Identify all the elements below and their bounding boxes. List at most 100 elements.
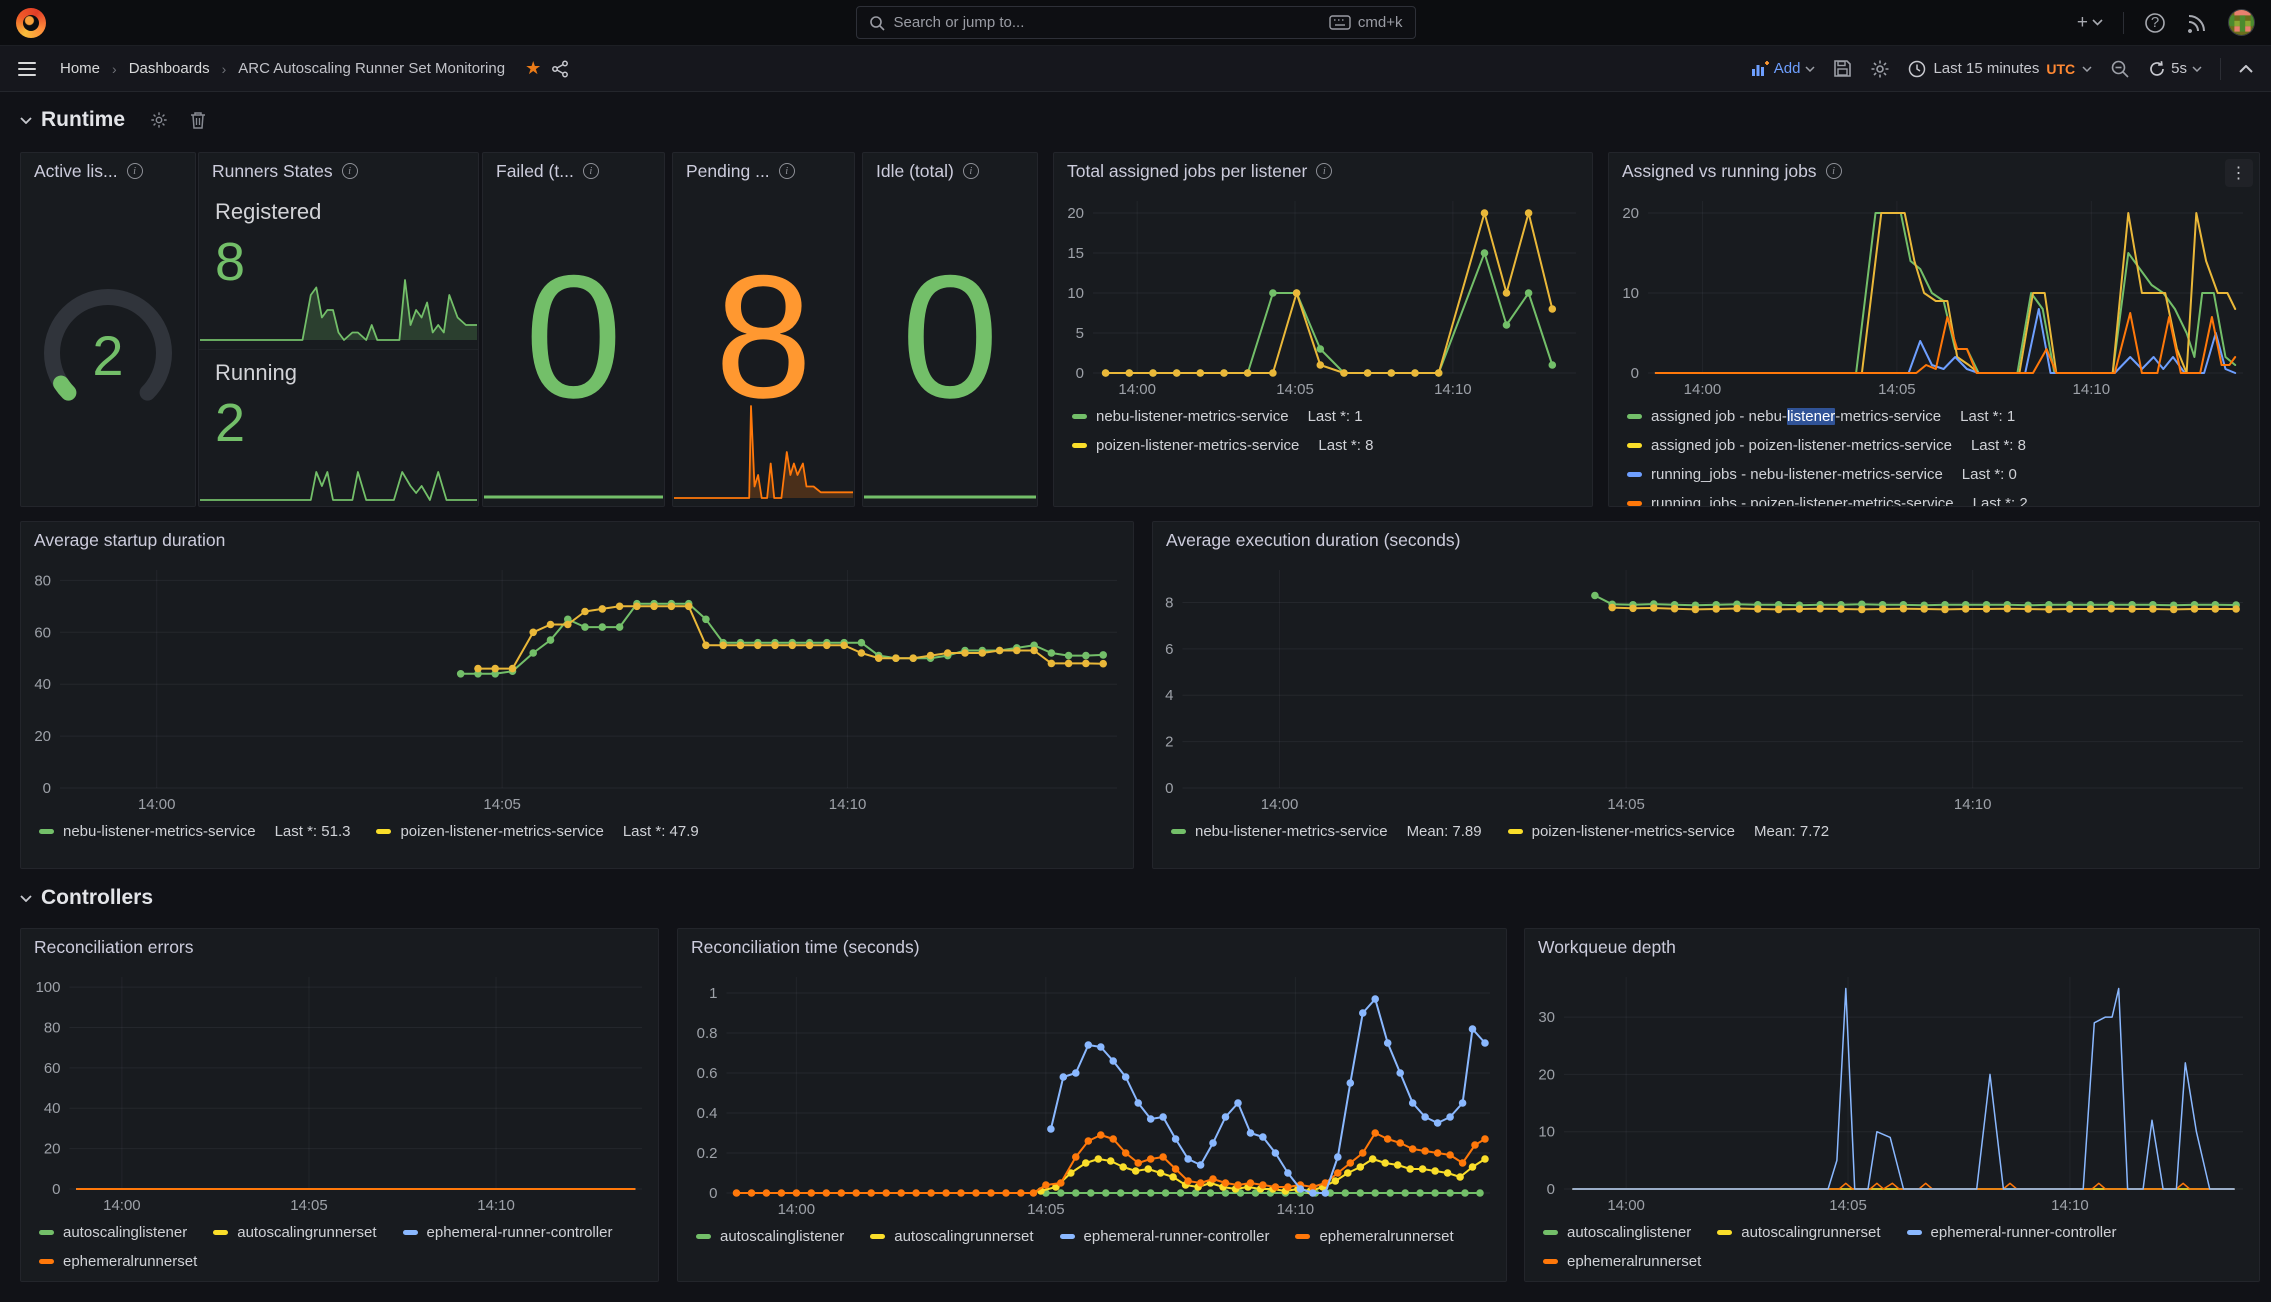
- chart-plot-area[interactable]: 14:00 14:05 14:10 0 10 20 30: [1525, 965, 2259, 1217]
- save-dashboard-icon[interactable]: [1833, 59, 1852, 78]
- chart-plot-area[interactable]: 14:00 14:05 14:10 0 10 20: [1609, 189, 2259, 401]
- dashboard-settings-icon[interactable]: [1870, 59, 1890, 79]
- panel-header[interactable]: Runners States i: [199, 153, 478, 189]
- user-avatar[interactable]: [2228, 9, 2255, 36]
- panel-header[interactable]: Reconciliation errors: [21, 929, 658, 965]
- panel-header[interactable]: Average execution duration (seconds): [1153, 522, 2259, 558]
- legend-item[interactable]: ephemeral-runner-controller: [402, 1221, 612, 1244]
- legend-value: Last *: 47.9: [622, 823, 699, 840]
- chart-plot-area[interactable]: 14:00 14:05 14:10 0 20 40 60 80: [21, 558, 1133, 816]
- svg-text:80: 80: [44, 1019, 61, 1036]
- panel-header[interactable]: Total assigned jobs per listener i: [1054, 153, 1592, 189]
- panel-header[interactable]: Assigned vs running jobs i: [1609, 153, 2259, 189]
- breadcrumb-dashboards[interactable]: Dashboards: [128, 60, 210, 77]
- legend-item[interactable]: autoscalingrunnerset: [213, 1221, 377, 1244]
- new-button[interactable]: +: [2077, 12, 2103, 34]
- panel-header[interactable]: Active lis... i: [21, 153, 195, 189]
- legend-label: poizen-listener-metrics-service: [1531, 823, 1736, 840]
- divider: [2123, 11, 2124, 34]
- svg-text:14:05: 14:05: [1276, 381, 1314, 398]
- menu-toggle-icon[interactable]: [18, 61, 36, 76]
- legend-item[interactable]: assigned job - nebu-listener-metrics-ser…: [1627, 405, 2241, 428]
- legend-item[interactable]: ephemeral-runner-controller: [1059, 1225, 1269, 1248]
- chart-legend: autoscalinglistener autoscalingrunnerset e…: [1525, 1217, 2259, 1273]
- legend-item[interactable]: nebu-listener-metrics-service Last *: 1: [1072, 405, 1574, 428]
- chart-plot-area[interactable]: 14:00 14:05 14:10 0 2 4 6 8: [1153, 558, 2259, 816]
- refresh-interval-label: 5s: [2171, 60, 2187, 77]
- legend-item[interactable]: nebu-listener-metrics-service Mean: 7.89: [1171, 820, 1482, 843]
- series-color-chip: [1295, 1234, 1311, 1239]
- legend-item[interactable]: poizen-listener-metrics-service Last *: 4…: [376, 820, 699, 843]
- dashboard-canvas: Runtime Active lis... i 2 Runners States…: [0, 92, 2271, 1302]
- legend-item[interactable]: ephemeralrunnerset: [1543, 1250, 1701, 1273]
- info-icon[interactable]: i: [1316, 163, 1333, 179]
- info-icon[interactable]: i: [126, 163, 143, 179]
- svg-text:14:10: 14:10: [2073, 381, 2111, 398]
- legend-item[interactable]: autoscalinglistener: [696, 1225, 844, 1248]
- share-icon[interactable]: [551, 60, 569, 78]
- legend-item[interactable]: poizen-listener-metrics-service Last *: 8: [1072, 434, 1574, 457]
- zoom-out-icon[interactable]: [2110, 59, 2130, 79]
- info-icon[interactable]: i: [962, 163, 979, 179]
- news-rss-icon[interactable]: [2186, 12, 2208, 34]
- info-icon[interactable]: i: [1825, 163, 1842, 179]
- svg-text:10: 10: [1622, 285, 1639, 302]
- chart-svg: 14:00 14:05 14:10 0 10 20: [1622, 201, 2243, 398]
- section-title: Runtime: [41, 108, 125, 131]
- row-settings-icon[interactable]: [150, 111, 168, 129]
- stat-value: 8: [215, 232, 246, 292]
- legend-item[interactable]: ephemeral-runner-controller: [1906, 1221, 2116, 1244]
- chart-plot-area[interactable]: 14:00 14:05 14:10 0 20 40 60 80 100: [21, 965, 658, 1217]
- row-delete-icon[interactable]: [190, 111, 206, 129]
- time-range-picker[interactable]: Last 15 minutes UTC: [1908, 60, 2092, 78]
- panel-average-startup-duration: Average startup duration 14:00 14:05 14:10 0…: [20, 521, 1134, 869]
- panel-header[interactable]: Workqueue depth: [1525, 929, 2259, 965]
- series-color-chip: [696, 1234, 711, 1239]
- sparkline: [674, 405, 853, 499]
- grafana-logo-icon[interactable]: [16, 7, 46, 38]
- legend-item[interactable]: autoscalinglistener: [1543, 1221, 1691, 1244]
- info-icon[interactable]: i: [778, 163, 795, 179]
- favorite-star-icon[interactable]: ★: [525, 58, 542, 78]
- legend-label: ephemeralrunnerset: [63, 1253, 198, 1270]
- legend-item[interactable]: ephemeralrunnerset: [39, 1250, 197, 1273]
- breadcrumb-home[interactable]: Home: [60, 60, 101, 77]
- search-input[interactable]: Search or jump to... cmd+k: [855, 6, 1416, 39]
- section-controllers[interactable]: Controllers: [20, 886, 153, 910]
- panel-header[interactable]: Average startup duration: [21, 522, 1133, 558]
- legend-item[interactable]: autoscalingrunnerset: [1717, 1221, 1881, 1244]
- add-panel-button[interactable]: Add: [1751, 60, 1816, 77]
- svg-text:20: 20: [1622, 205, 1639, 222]
- chart-plot-area[interactable]: 14:00 14:05 14:10 0 5 10 15 20: [1054, 189, 1592, 401]
- series-color-chip: [1627, 414, 1642, 419]
- panel-header[interactable]: Failed (t... i: [483, 153, 664, 189]
- collapse-up-icon[interactable]: [2239, 64, 2253, 73]
- chart-plot-area[interactable]: 14:00 14:05 14:10 0 0.2 0.4 0.6 0.8 1: [678, 965, 1506, 1221]
- refresh-picker[interactable]: 5s: [2148, 60, 2202, 78]
- series-color-chip: [1072, 443, 1087, 448]
- legend-item[interactable]: running_jobs - poizen-listener-metrics-s…: [1627, 492, 2241, 506]
- legend-item[interactable]: nebu-listener-metrics-service Last *: 51.…: [39, 820, 350, 843]
- legend-item[interactable]: assigned job - poizen-listener-metrics-s…: [1627, 434, 2241, 457]
- chevron-down-icon: [2082, 65, 2092, 72]
- legend-item[interactable]: ephemeralrunnerset: [1295, 1225, 1454, 1248]
- panel-header[interactable]: Pending ... i: [673, 153, 854, 189]
- panel-header[interactable]: Idle (total) i: [863, 153, 1037, 189]
- legend-label: ephemeralrunnerset: [1319, 1228, 1454, 1245]
- panel-reconciliation-errors: Reconciliation errors 14:00 14:05 14:10 0 20 4…: [20, 928, 659, 1282]
- legend-item[interactable]: running_jobs - nebu-listener-metrics-ser…: [1627, 463, 2241, 486]
- legend-label: autoscalingrunnerset: [1741, 1224, 1881, 1241]
- legend-item[interactable]: autoscalingrunnerset: [870, 1225, 1034, 1248]
- sparkline: [200, 279, 477, 341]
- section-runtime[interactable]: Runtime: [20, 108, 206, 132]
- panel-menu-icon[interactable]: ⋮: [2225, 159, 2253, 187]
- panel-title: Pending ...: [686, 160, 770, 181]
- legend-value: Last *: 8: [1318, 437, 1374, 454]
- legend-item[interactable]: autoscalinglistener: [39, 1221, 187, 1244]
- panel-header[interactable]: Reconciliation time (seconds): [678, 929, 1506, 965]
- info-icon[interactable]: i: [582, 163, 599, 179]
- svg-text:20: 20: [34, 728, 51, 745]
- info-icon[interactable]: i: [341, 163, 358, 179]
- legend-item[interactable]: poizen-listener-metrics-service Mean: 7.7…: [1507, 820, 1829, 843]
- help-icon[interactable]: ?: [2144, 12, 2166, 34]
